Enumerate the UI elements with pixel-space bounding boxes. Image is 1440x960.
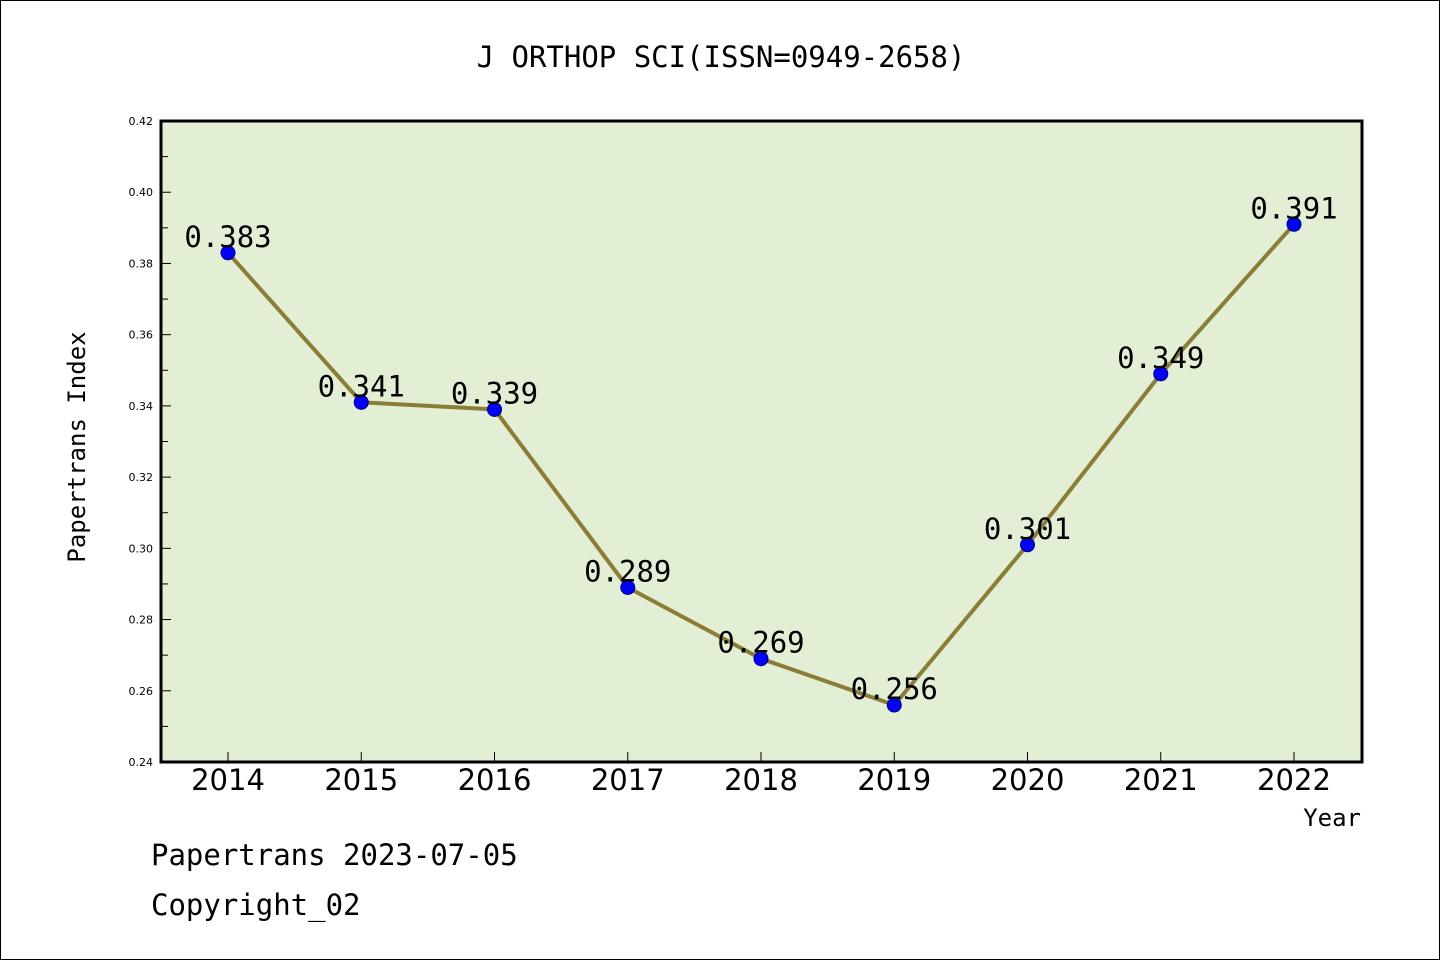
plot-frame (159, 119, 1364, 764)
data-point-2019 (886, 697, 902, 713)
x-axis: 2014 2015 2016 2017 2018 2019 2020 2021 2022 (191, 752, 1331, 797)
y-tick-label: 0.34 (129, 400, 154, 413)
data-point-2016 (487, 401, 502, 417)
x-tick-label-2018: 2018 (724, 763, 798, 797)
data-label-2020: 0.301 (984, 512, 1071, 546)
y-tick-label: 0.38 (129, 257, 154, 270)
data-label-2021: 0.349 (1117, 341, 1204, 375)
x-axis-label: Year (1303, 804, 1361, 832)
data-point-2020 (1020, 537, 1035, 553)
x-tick-label-2014: 2014 (191, 763, 265, 797)
data-label-2018: 0.269 (717, 626, 804, 660)
chart-title: J ORTHOP SCI(ISSN=0949-2658) (477, 40, 966, 74)
data-label-2016: 0.339 (451, 376, 538, 410)
data-label-2022: 0.391 (1250, 191, 1337, 225)
y-tick-label: 0.32 (129, 471, 154, 484)
y-tick-label: 0.30 (129, 542, 154, 555)
data-point-2022 (1286, 216, 1302, 232)
x-tick-label-2019: 2019 (857, 763, 931, 797)
data-labels: 0.383 0.341 0.339 0.289 0.269 0.256 0.301 0.349… (184, 191, 1337, 706)
y-tick-label: 0.40 (129, 186, 154, 199)
data-point-2017 (620, 580, 636, 596)
footer-copyright: Copyright_02 (151, 888, 361, 923)
data-label-2017: 0.289 (584, 555, 671, 589)
y-axis: 0.24 0.26 0.28 0.30 0.32 0.34 0.36 0.38 0.40 0.42 (129, 115, 171, 769)
y-tick-label: 0.42 (129, 115, 154, 128)
footer-date: Papertrans 2023-07-05 (151, 838, 518, 872)
series-markers (220, 216, 1302, 713)
y-tick-label: 0.28 (129, 614, 154, 627)
data-point-2018 (753, 651, 769, 667)
y-tick-label: 0.26 (129, 685, 154, 698)
data-label-2019: 0.256 (851, 672, 938, 706)
data-label-2014: 0.383 (184, 220, 271, 254)
y-axis-label: Papertrans Index (63, 331, 91, 562)
data-point-2014 (220, 245, 236, 261)
data-label-2015: 0.341 (318, 369, 405, 403)
x-tick-label-2017: 2017 (591, 763, 665, 797)
y-tick-label: 0.24 (129, 756, 154, 769)
x-tick-label-2022: 2022 (1257, 763, 1331, 797)
y-tick-label: 0.36 (129, 329, 154, 342)
x-tick-label-2015: 2015 (324, 763, 398, 797)
data-point-2021 (1153, 366, 1169, 382)
x-tick-label-2020: 2020 (991, 763, 1065, 797)
x-tick-label-2021: 2021 (1124, 763, 1198, 797)
data-point-2015 (353, 394, 369, 410)
x-tick-label-2016: 2016 (458, 763, 532, 797)
